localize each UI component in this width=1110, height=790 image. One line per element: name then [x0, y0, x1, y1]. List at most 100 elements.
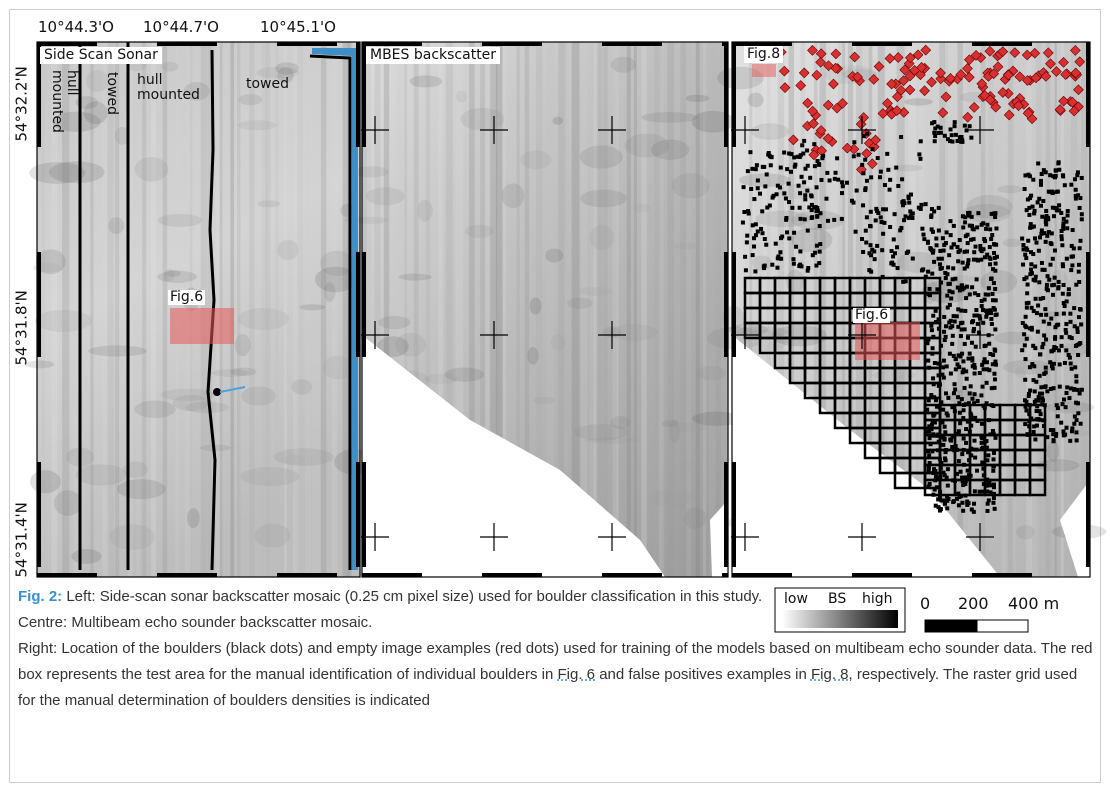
boulder [960, 501, 964, 505]
boulder [812, 142, 816, 146]
boulder [973, 456, 977, 460]
frame-tick [37, 573, 97, 577]
boulder [961, 261, 965, 265]
texture-patch [277, 240, 298, 260]
boulder [992, 251, 996, 255]
boulder [924, 202, 928, 206]
boulder [943, 430, 947, 434]
boulder [1075, 438, 1079, 442]
boulder [1066, 292, 1070, 296]
boulder [874, 218, 878, 222]
boulder [944, 335, 948, 339]
boulder [958, 238, 962, 242]
boulder [803, 193, 807, 197]
figure-link[interactable]: Fig. 8 [811, 666, 849, 683]
boulder [1061, 264, 1065, 268]
boulder [970, 285, 974, 289]
boulder [1065, 299, 1069, 303]
boulder [950, 342, 954, 346]
boulder [749, 187, 753, 191]
boulder [867, 251, 871, 255]
boulder [933, 361, 937, 365]
boulder [805, 189, 809, 193]
boulder [994, 363, 998, 367]
boulder [1033, 236, 1037, 240]
boulder [1070, 263, 1074, 267]
texture-patch [187, 508, 200, 528]
boulder [1065, 226, 1069, 230]
boulder [919, 207, 923, 211]
boulder [928, 287, 932, 291]
boulder [861, 250, 865, 254]
boulder [927, 453, 931, 457]
texture-stripe [1012, 42, 1015, 577]
boulder [1070, 426, 1074, 430]
figure-link[interactable]: Fig. 6 [558, 666, 596, 683]
boulder [1051, 428, 1055, 432]
boulder [953, 277, 957, 281]
boulder [1025, 276, 1029, 280]
scale-bar-black [925, 620, 977, 632]
boulder [751, 253, 755, 257]
boulder [1072, 306, 1076, 310]
boulder [972, 363, 976, 367]
boulder [931, 314, 935, 318]
boulder [775, 266, 779, 270]
boulder [1041, 342, 1045, 346]
texture-stripe [598, 42, 602, 577]
boulder [886, 168, 890, 172]
texture-patch [162, 62, 179, 72]
frame-tick [852, 42, 912, 46]
boulder [756, 178, 760, 182]
boulder [818, 224, 822, 228]
boulder [1050, 364, 1054, 368]
boulder [982, 237, 986, 241]
boulder [907, 196, 911, 200]
frame-tick [362, 42, 422, 46]
boulder [876, 156, 880, 160]
boulder [1037, 197, 1041, 201]
lon-label: 10°44.7'O [143, 20, 219, 35]
boulder [933, 139, 937, 143]
texture-patch [580, 146, 623, 169]
boulder [1030, 326, 1034, 330]
boulder [969, 384, 973, 388]
boulder [985, 223, 989, 227]
boulder [1042, 168, 1046, 172]
boulder [1075, 343, 1079, 347]
frame-tick [37, 42, 97, 46]
texture-patch [590, 225, 615, 250]
texture-patch [545, 248, 563, 262]
boulder [745, 234, 749, 238]
boulder [798, 191, 802, 195]
boulder [1079, 308, 1083, 312]
boulder [940, 266, 944, 270]
boulder [1055, 206, 1059, 210]
boulder [832, 218, 836, 222]
texture-stripe [594, 42, 597, 577]
boulder [1074, 194, 1078, 198]
boulder [794, 245, 798, 249]
boulder [979, 258, 983, 262]
boulder [1029, 222, 1033, 226]
texture-patch [904, 98, 933, 105]
boulder [973, 371, 977, 375]
box-label: Fig.6 [853, 308, 890, 323]
boulder [787, 200, 791, 204]
boulder [1060, 243, 1064, 247]
boulder [960, 452, 964, 456]
boulder [948, 438, 952, 442]
boulder [894, 166, 898, 170]
boulder [806, 266, 810, 270]
boulder [1064, 328, 1068, 332]
boulder [770, 263, 774, 267]
texture-stripe [284, 42, 287, 577]
boulder [975, 469, 979, 473]
frame-tick [356, 252, 360, 357]
boulder [852, 154, 856, 158]
boulder [902, 218, 906, 222]
boulder [820, 156, 824, 160]
boulder [947, 320, 951, 324]
boulder [909, 193, 913, 197]
boulder [799, 217, 803, 221]
